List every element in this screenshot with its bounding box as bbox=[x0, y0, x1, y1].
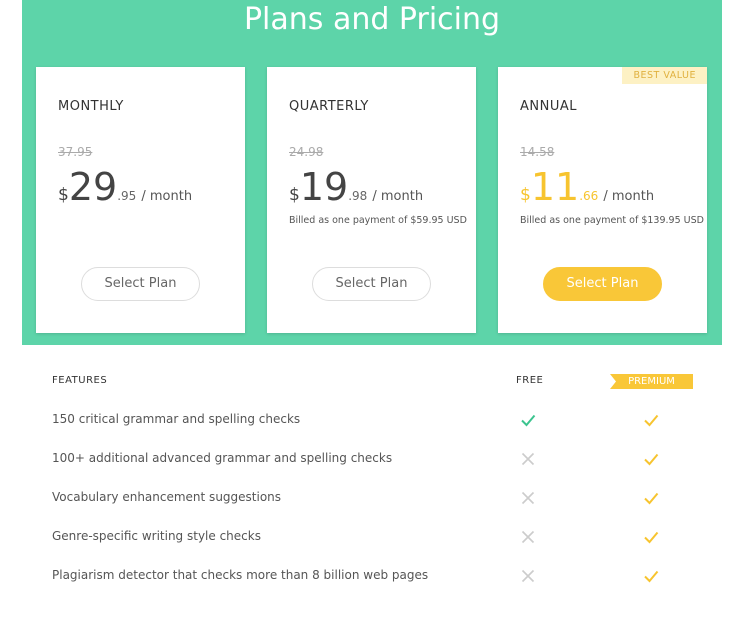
page-title: Plans and Pricing bbox=[243, 2, 501, 37]
period: / month bbox=[372, 189, 424, 204]
check-icon bbox=[644, 570, 659, 583]
plan-name: ANNUAL bbox=[520, 99, 577, 114]
price-cents: .66 bbox=[579, 189, 599, 203]
price-main: 29 bbox=[68, 165, 118, 209]
check-icon bbox=[644, 453, 659, 466]
cross-icon bbox=[521, 491, 535, 505]
price-main: 19 bbox=[299, 165, 349, 209]
plan-name: QUARTERLY bbox=[289, 99, 369, 114]
old-price: 37.95 bbox=[58, 145, 93, 159]
billing-note: Billed as one payment of $139.95 USD bbox=[520, 215, 704, 226]
check-icon bbox=[521, 414, 536, 427]
cross-icon bbox=[521, 452, 535, 466]
feature-label: Vocabulary enhancement suggestions bbox=[52, 490, 282, 504]
price: $19.98 / month bbox=[289, 165, 423, 209]
price-main: 11 bbox=[530, 165, 580, 209]
feature-label: Genre-specific writing style checks bbox=[52, 529, 261, 543]
period: / month bbox=[141, 189, 193, 204]
old-price: 14.58 bbox=[520, 145, 555, 159]
premium-header: PREMIUM bbox=[610, 374, 693, 389]
billing-note: Billed as one payment of $59.95 USD bbox=[289, 215, 467, 226]
select-button[interactable]: Select Plan bbox=[543, 267, 662, 301]
plan-card: BEST VALUE ANNUAL 14.58 $11.66 / month Bille… bbox=[498, 67, 707, 333]
currency: $ bbox=[289, 185, 300, 205]
feature-label: 100+ additional advanced grammar and spe… bbox=[52, 451, 393, 465]
badge: BEST VALUE bbox=[622, 67, 707, 84]
select-button[interactable]: Select Plan bbox=[312, 267, 431, 301]
check-icon bbox=[644, 414, 659, 427]
currency: $ bbox=[520, 185, 531, 205]
period: / month bbox=[603, 189, 655, 204]
price-cents: .95 bbox=[117, 189, 137, 203]
feature-label: 150 critical grammar and spelling checks bbox=[52, 412, 301, 426]
features-header: FEATURES bbox=[52, 375, 108, 386]
feature-label: Plagiarism detector that checks more tha… bbox=[52, 568, 429, 582]
price-cents: .98 bbox=[348, 189, 368, 203]
plan-card: MONTHLY 37.95 $29.95 / month Select Plan bbox=[36, 67, 245, 333]
check-icon bbox=[644, 492, 659, 505]
cross-icon bbox=[521, 569, 535, 583]
select-button[interactable]: Select Plan bbox=[81, 267, 200, 301]
currency: $ bbox=[58, 185, 69, 205]
check-icon bbox=[644, 531, 659, 544]
old-price: 24.98 bbox=[289, 145, 324, 159]
price: $11.66 / month bbox=[520, 165, 654, 209]
cross-icon bbox=[521, 530, 535, 544]
free-header: FREE bbox=[516, 375, 544, 386]
plan-name: MONTHLY bbox=[58, 99, 124, 114]
price: $29.95 / month bbox=[58, 165, 192, 209]
plan-card: QUARTERLY 24.98 $19.98 / month Billed as on… bbox=[267, 67, 476, 333]
